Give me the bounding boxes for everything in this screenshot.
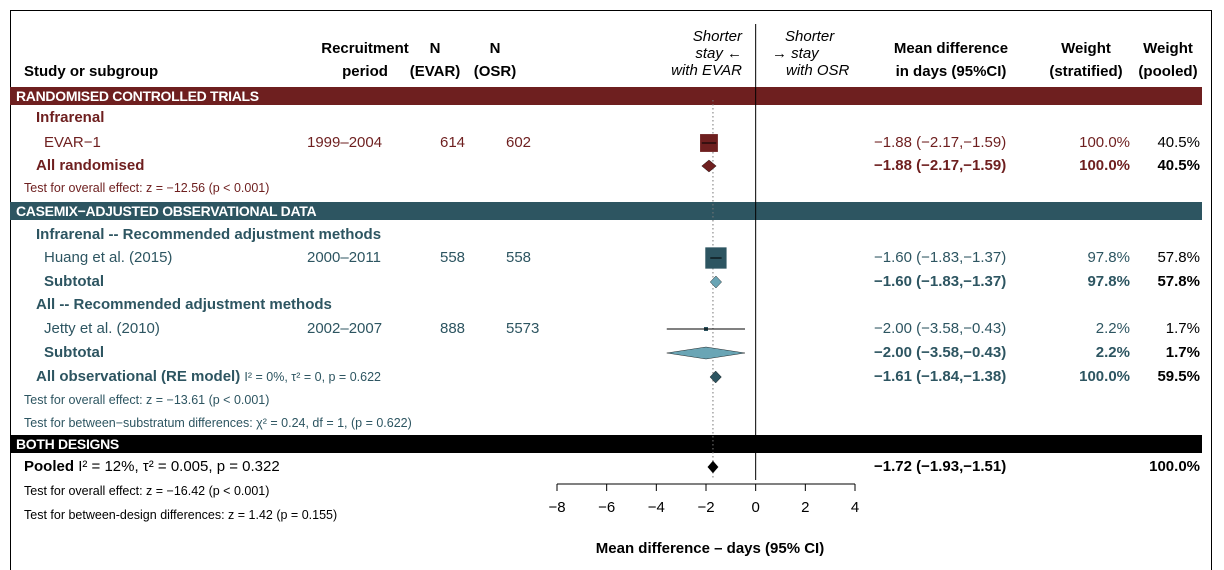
header-n-osr-2: (OSR) [473, 63, 517, 80]
pooled-md: −1.72 (−1.93,−1.51) [874, 458, 1007, 475]
test-overall-rct: Test for overall effect: z = −12.56 (p <… [24, 181, 270, 195]
study-n-evar: 614 [440, 134, 466, 151]
summary-name: All randomised [36, 157, 145, 174]
x-tick-label: −6 [598, 499, 615, 516]
summary-weight-pooled: 40.5% [1157, 157, 1200, 174]
subgroup-infrarenal: Infrarenal [36, 109, 105, 126]
summary-diamond [701, 159, 717, 173]
header-md-2: in days (95%CI) [895, 63, 1007, 80]
subtotal-md: −1.60 (−1.83,−1.37) [874, 273, 1007, 290]
subgroup-infrarenal-rec: Infrarenal -- Recommended adjustment met… [36, 226, 382, 243]
header-right-dir-3: with OSR [786, 62, 850, 79]
x-tick-label: −4 [648, 499, 665, 516]
subgroup-all-rec: All -- Recommended adjustment methods [36, 296, 332, 313]
pooled-name: Pooled [24, 458, 75, 475]
study-name: EVAR−1 [44, 134, 101, 151]
header-recruit-1: Recruitment [321, 40, 409, 57]
header-weight-stratified-2: (stratified) [1049, 63, 1123, 80]
study-period: 2002–2007 [307, 320, 383, 337]
study-weight-pooled: 57.8% [1157, 249, 1200, 266]
section-band-rct: RANDOMISED CONTROLLED TRIALS [10, 87, 1202, 105]
test-between-design: Test for between-design differences: z =… [24, 508, 338, 522]
summary-weight-stratified: 100.0% [1079, 157, 1130, 174]
study-name: Huang et al. (2015) [44, 249, 173, 266]
summary-md: −1.88 (−2.17,−1.59) [874, 157, 1007, 174]
study-md: −1.88 (−2.17,−1.59) [874, 134, 1007, 151]
all-obs-name: All observational (RE model) [36, 368, 241, 385]
all-obs-weight-stratified: 100.0% [1079, 368, 1130, 385]
x-tick-label: −2 [697, 499, 714, 516]
header-left-dir-2: stay ← [695, 45, 742, 62]
header-weight-stratified-1: Weight [1061, 40, 1111, 57]
section-label-rct: RANDOMISED CONTROLLED TRIALS [16, 88, 259, 104]
pooled-row: Pooled I² = 12%, τ² = 0.005, p = 0.322 [24, 458, 280, 476]
section-band-obs: CASEMIX−ADJUSTED OBSERVATIONAL DATA [10, 202, 1202, 220]
study-weight-pooled: 1.7% [1165, 320, 1200, 337]
test-between-substratum: Test for between−substratum differences:… [24, 416, 412, 430]
study-n-osr: 602 [506, 134, 532, 151]
subtotal-md: −2.00 (−3.58,−0.43) [874, 344, 1007, 361]
study-weight-stratified: 100.0% [1079, 134, 1130, 151]
header-study: Study or subgroup [24, 63, 159, 80]
subtotal-name: Subtotal [44, 344, 104, 361]
study-weight-pooled: 40.5% [1157, 134, 1200, 151]
header-weight-pooled-2: (pooled) [1138, 63, 1198, 80]
study-md: −2.00 (−3.58,−0.43) [874, 320, 1007, 337]
all-obs-md: −1.61 (−1.84,−1.38) [874, 368, 1007, 385]
subtotal-name: Subtotal [44, 273, 104, 290]
section-band-both: BOTH DESIGNS [10, 435, 1202, 453]
study-n-osr: 5573 [506, 320, 540, 337]
x-axis-label: Mean difference – days (95% CI) [595, 540, 825, 557]
x-tick-label: −8 [548, 499, 565, 516]
x-tick-label: 4 [851, 499, 859, 516]
chart-frame [10, 10, 1212, 570]
summary-diamond [709, 275, 722, 289]
study-weight-stratified: 2.2% [1095, 320, 1130, 337]
study-n-evar: 888 [440, 320, 466, 337]
pooled-stats: I² = 12%, τ² = 0.005, p = 0.322 [78, 458, 280, 475]
header-left-dir-1: Shorter [692, 28, 742, 45]
subtotal-weight-stratified: 2.2% [1095, 344, 1130, 361]
test-overall-both: Test for overall effect: z = −16.42 (p <… [24, 484, 270, 498]
study-period: 2000–2011 [307, 249, 381, 266]
summary-diamond [707, 460, 719, 474]
study-n-osr: 558 [506, 249, 532, 266]
header-right-dir-1: Shorter [785, 28, 835, 45]
section-label-both: BOTH DESIGNS [16, 436, 119, 452]
summary-diamond [666, 346, 746, 360]
pooled-weight: 100.0% [1149, 458, 1200, 475]
summary-diamond [709, 370, 722, 384]
all-obs-weight-pooled: 59.5% [1157, 368, 1200, 385]
header-weight-pooled-1: Weight [1143, 40, 1193, 57]
study-period: 1999–2004 [307, 134, 383, 151]
header-left-dir-3: with EVAR [671, 62, 742, 79]
header-n-osr-1: N [489, 40, 501, 57]
header-md-1: Mean difference [893, 40, 1009, 57]
test-overall-obs: Test for overall effect: z = −13.61 (p <… [24, 393, 270, 407]
x-tick-label: 2 [801, 499, 809, 516]
subtotal-weight-pooled: 57.8% [1157, 273, 1200, 290]
section-label-obs: CASEMIX−ADJUSTED OBSERVATIONAL DATA [16, 203, 317, 219]
all-obs-stats: I² = 0%, τ² = 0, p = 0.622 [244, 370, 381, 384]
study-name: Jetty et al. (2010) [44, 320, 160, 337]
study-md: −1.60 (−1.83,−1.37) [874, 249, 1007, 266]
subtotal-weight-stratified: 97.8% [1087, 273, 1130, 290]
x-tick-label: 0 [751, 499, 759, 516]
header-recruit-2: period [342, 63, 388, 80]
all-obs-row: All observational (RE model) I² = 0%, τ²… [36, 368, 381, 386]
header-n-evar-2: (EVAR) [409, 63, 461, 80]
subtotal-weight-pooled: 1.7% [1165, 344, 1200, 361]
study-weight-stratified: 97.8% [1087, 249, 1130, 266]
header-right-dir-2: → stay [772, 45, 819, 62]
header-n-evar-1: N [429, 40, 441, 57]
study-n-evar: 558 [440, 249, 466, 266]
